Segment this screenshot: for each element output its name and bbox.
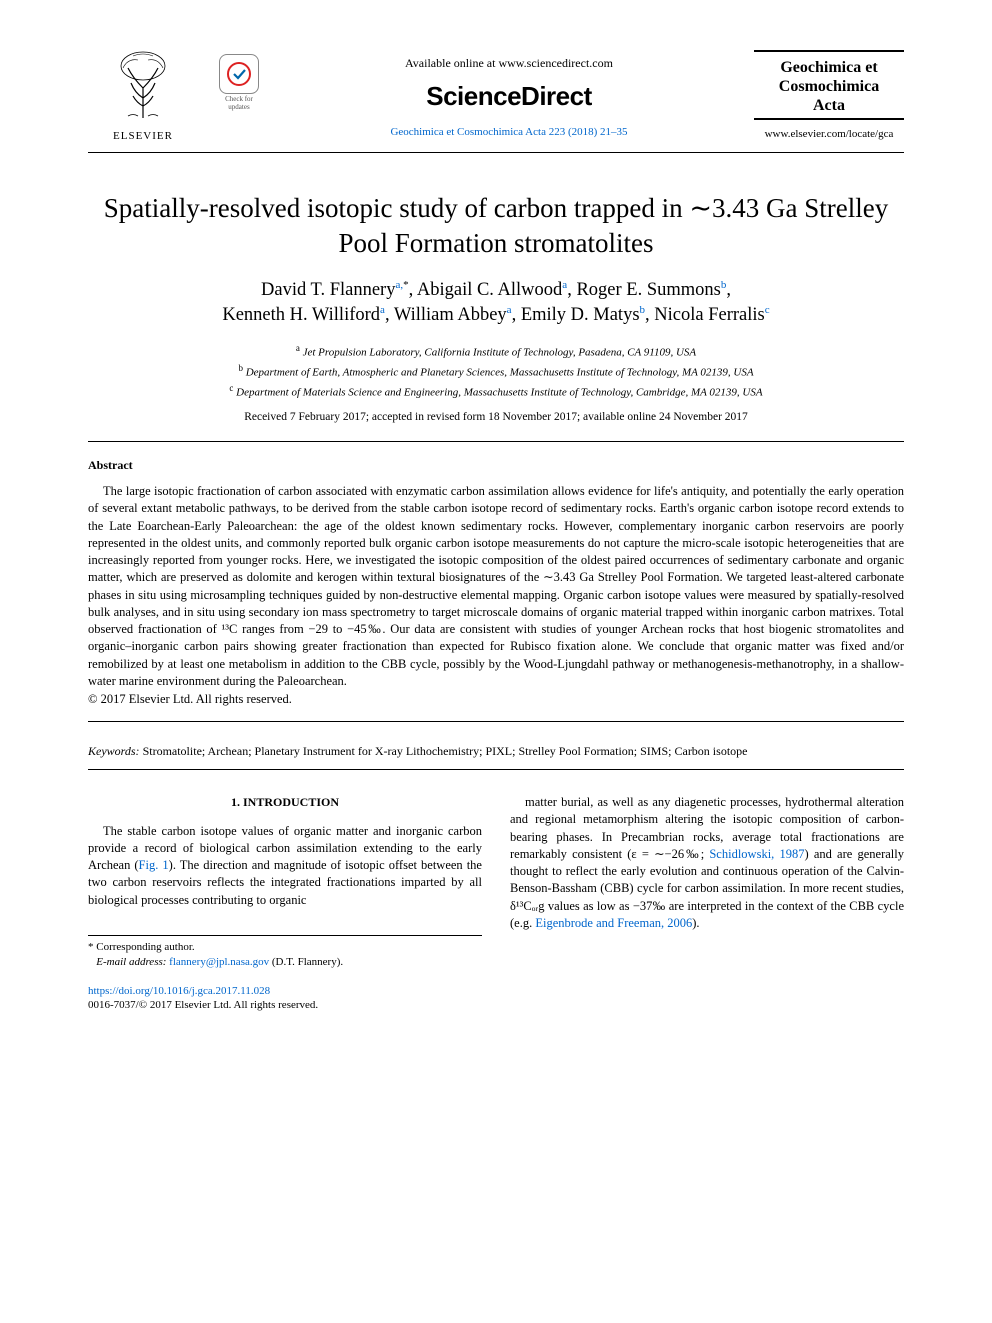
affiliation-c: Department of Materials Science and Engi… [236,386,762,398]
author-2: , Abigail C. Allwood [409,280,563,300]
crossmark-label: Check for updates [214,96,264,111]
column-right: matter burial, as well as any diagenetic… [510,794,904,1013]
fig-1-link[interactable]: Fig. 1 [139,858,169,872]
author-4: Kenneth H. Williford [222,305,380,325]
abstract-box: Abstract The large isotopic fractionatio… [88,441,904,722]
journal-brand-block: Geochimica et Cosmochimica Acta www.else… [754,48,904,140]
abstract-copyright: © 2017 Elsevier Ltd. All rights reserved… [88,692,904,707]
intro-para-1: The stable carbon isotope values of orga… [88,823,482,909]
author-email[interactable]: flannery@jpl.nasa.gov [169,956,269,968]
crossmark-block[interactable]: Check for updates [214,54,264,111]
header-row: ELSEVIER Check for updates Available onl… [88,48,904,142]
body-columns: 1. INTRODUCTION The stable carbon isotop… [88,794,904,1013]
corresponding-author: * Corresponding author. [88,940,482,955]
journal-name-1: Geochimica et [754,58,904,77]
available-online-text: Available online at www.sciencedirect.co… [280,56,738,71]
email-label: E-mail address: [96,956,166,968]
author-3-aff[interactable]: b [721,279,727,291]
elsevier-tree-icon [103,48,183,128]
author-7-aff[interactable]: c [765,304,770,316]
journal-url[interactable]: www.elsevier.com/locate/gca [754,128,904,140]
author-7: , Nicola Ferralis [645,305,765,325]
author-6: , Emily D. Matys [512,305,640,325]
email-attribution: (D.T. Flannery). [269,956,343,968]
doi-link[interactable]: https://doi.org/10.1016/j.gca.2017.11.02… [88,984,482,999]
abstract-text: The large isotopic fractionation of carb… [88,483,904,690]
ref-eigenbrode-freeman-2006[interactable]: Eigenbrode and Freeman, 2006 [535,916,692,930]
crossmark-icon[interactable] [219,54,259,94]
affiliation-a: Jet Propulsion Laboratory, California In… [303,347,697,359]
author-1-aff[interactable]: a, [395,279,403,291]
column-left: 1. INTRODUCTION The stable carbon isotop… [88,794,482,1013]
intro-para-1-cont: matter burial, as well as any diagenetic… [510,794,904,932]
journal-name-2: Cosmochimica [754,77,904,96]
keywords-row: Keywords: Stromatolite; Archean; Planeta… [88,734,904,770]
author-3: , Roger E. Summons [567,280,721,300]
issn-copyright: 0016-7037/© 2017 Elsevier Ltd. All right… [88,998,482,1013]
section-1-heading: 1. INTRODUCTION [88,794,482,811]
author-5: , William Abbey [385,305,507,325]
email-line: E-mail address: flannery@jpl.nasa.gov (D… [88,955,482,970]
article-dates: Received 7 February 2017; accepted in re… [88,411,904,423]
affiliation-b: Department of Earth, Atmospheric and Pla… [246,367,754,379]
header-rule [88,152,904,153]
author-1: David T. Flannery [261,280,395,300]
keywords-list: Stromatolite; Archean; Planetary Instrum… [140,744,748,758]
doi-block: https://doi.org/10.1016/j.gca.2017.11.02… [88,984,482,1014]
article-title: Spatially-resolved isotopic study of car… [88,191,904,260]
sciencedirect-brand: ScienceDirect [280,81,738,112]
keywords-label: Keywords: [88,744,140,758]
footnote-block: * Corresponding author. E-mail address: … [88,935,482,970]
elsevier-label: ELSEVIER [113,130,173,142]
ref-schidlowski-1987[interactable]: Schidlowski, 1987 [709,847,804,861]
center-header: Available online at www.sciencedirect.co… [280,48,738,138]
citation-link[interactable]: Geochimica et Cosmochimica Acta 223 (201… [280,126,738,138]
authors: David T. Flannerya,*, Abigail C. Allwood… [88,278,904,328]
elsevier-logo-block: ELSEVIER [88,48,198,142]
affiliations: a Jet Propulsion Laboratory, California … [88,342,904,401]
abstract-label: Abstract [88,458,904,473]
journal-name-3: Acta [754,96,904,115]
